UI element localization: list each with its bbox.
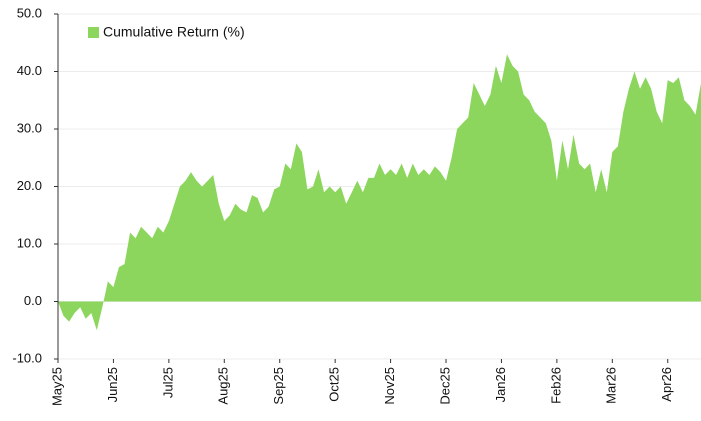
- x-tick-label: Aug25: [216, 367, 231, 405]
- area: [58, 54, 701, 331]
- x-tick-label: Nov25: [382, 367, 397, 405]
- y-tick-label: -10.0: [12, 350, 42, 365]
- legend-label: Cumulative Return (%): [103, 24, 245, 40]
- x-tick-label: Jul25: [160, 367, 175, 398]
- x-tick-label: Jun25: [105, 367, 120, 402]
- x-tick-label: Sep25: [271, 367, 286, 405]
- legend-swatch: [88, 27, 99, 38]
- x-tick-label: Feb26: [548, 367, 563, 404]
- y-tick-label: 10.0: [17, 235, 42, 250]
- x-tick-label: Jan26: [493, 367, 508, 402]
- x-tick-label: May25: [49, 367, 64, 406]
- y-tick-label: 50.0: [17, 5, 42, 20]
- x-tick-label: Oct25: [327, 367, 342, 402]
- y-tick-label: 40.0: [17, 63, 42, 78]
- x-tick-label: Apr26: [659, 367, 674, 402]
- y-tick-label: 30.0: [17, 120, 42, 135]
- y-tick-label: 20.0: [17, 178, 42, 193]
- x-tick-label: Dec25: [437, 367, 452, 405]
- x-tick-label: Mar26: [604, 367, 619, 404]
- y-tick-label: 0.0: [24, 293, 42, 308]
